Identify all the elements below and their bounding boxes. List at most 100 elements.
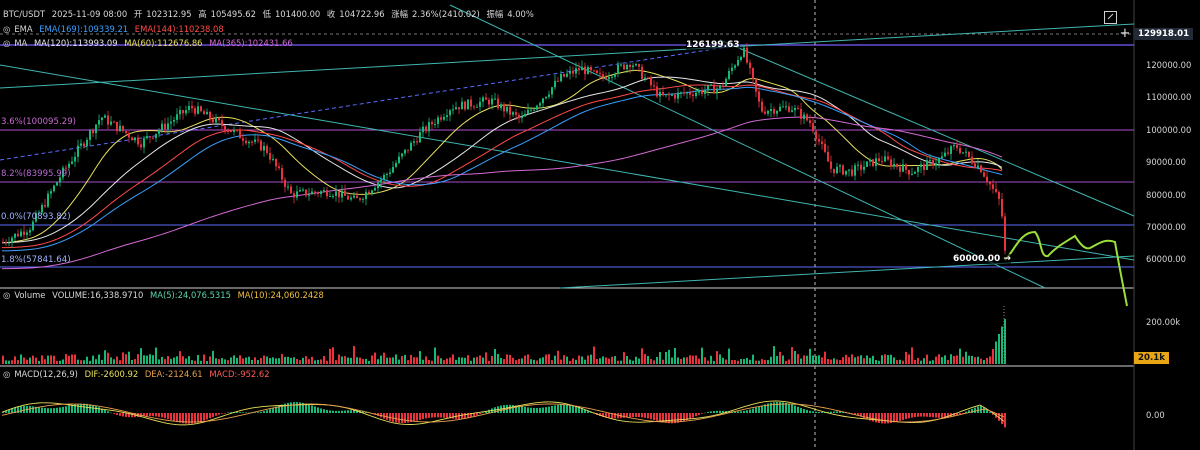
macd-bar [623,413,625,418]
macd-bar [896,413,898,422]
candle-body [731,67,733,71]
volume-bar [677,357,679,364]
macd-bar [983,407,985,413]
open-label: 开 [133,9,143,19]
candle-body [347,195,349,200]
macd-bar [38,407,40,413]
volume-bar [683,357,685,364]
volume-bar [623,352,625,364]
volume-bar [215,358,217,364]
macd-bar [122,413,124,417]
volume-bar [38,360,40,364]
candle-body [473,106,475,108]
volume-bar [185,358,187,364]
candle-body [332,195,334,197]
candle-body [341,190,343,198]
volume-bar [137,354,139,364]
macd-bar [395,413,397,423]
volume-bar [284,356,286,364]
volume-bar [740,358,742,364]
candle-body [611,76,613,78]
volume-bar [224,359,226,364]
volume-bar [5,360,7,364]
macd-bar [434,413,436,418]
price-tick: 60000.00 [1146,254,1186,264]
expand-icon[interactable] [1104,11,1117,24]
plus-icon[interactable]: + [1119,26,1131,41]
macd-bar [953,413,955,417]
candle-body [101,117,103,121]
macd-bar [452,413,454,419]
macd-bar [800,407,802,413]
volume-bar [122,352,124,364]
candle-body [98,120,100,125]
macd-bar [170,413,172,421]
volume-bar [1001,326,1003,364]
candle-body [8,242,10,244]
volume-bar [113,359,115,364]
macd-bar [929,413,931,417]
volume-bar [560,359,562,364]
volume-bar [839,360,841,364]
macd-bar [215,413,217,416]
volume-bar [314,360,316,364]
candle-body [845,170,847,175]
volume-bar [974,357,976,364]
candle-body [278,166,280,169]
candle-body [368,191,370,194]
macd-bar [92,405,94,413]
volume-bar [26,359,28,364]
volume-bar [812,355,814,364]
volume-bar [365,358,367,364]
eye-icon[interactable]: ◎ [3,369,11,379]
macd-bar [11,408,13,413]
candle-body [17,233,19,237]
macd-bar [812,411,814,413]
volume-bar [497,354,499,364]
eye-icon[interactable]: ◎ [3,290,11,300]
candle-body [188,106,190,111]
volume-bar [341,356,343,364]
volume-bar [848,357,850,364]
ma-legend[interactable]: ◎ MA MA(120):113993.09 MA(60):112676.86 M… [3,38,297,49]
candle-body [53,185,55,192]
volume-bar [512,357,514,364]
volume-bar [68,355,70,364]
macd-bar [554,405,556,413]
volume-bar [533,359,535,364]
volume-bar [551,360,553,364]
macd-bar [32,406,34,413]
candle-body [764,111,766,114]
candle-body [995,188,997,192]
candle-body [419,132,421,143]
volume-bar [140,348,142,364]
macd-bar [389,413,391,421]
macd-tick: 0.00 [1146,410,1165,420]
macd-bar [149,413,151,417]
macd-bar [851,413,853,414]
candle-body [38,212,40,214]
candle-body [821,141,823,144]
volume-legend[interactable]: ◎ Volume VOLUME:16,338.9710 MA(5):24,076.… [3,290,328,301]
volume-bar [830,359,832,364]
volume-bar [23,357,25,364]
candle-body [320,191,322,195]
volume-bar [584,359,586,364]
candle-body [527,109,529,114]
macd-bar [884,413,886,424]
volume-bar [758,360,760,364]
macd-legend[interactable]: ◎ MACD(12,26,9) DIF:-2600.92 DEA:-2124.61… [3,369,274,380]
eye-icon[interactable]: ◎ [3,24,11,34]
volume-bar [617,360,619,364]
volume-bar [959,348,961,364]
macd-bar [668,413,670,424]
volume-bar [875,360,877,364]
ema-legend[interactable]: ◎ EMA EMA(169):109339.21 EMA(144):110238.… [3,24,228,35]
eye-icon[interactable]: ◎ [3,38,11,48]
pair-label: BTC/USDT [3,9,46,19]
macd-dif: DIF:-2600.92 [84,369,139,379]
macd-bar [68,405,70,413]
macd-bar [869,413,871,421]
macd-bar [17,406,19,413]
